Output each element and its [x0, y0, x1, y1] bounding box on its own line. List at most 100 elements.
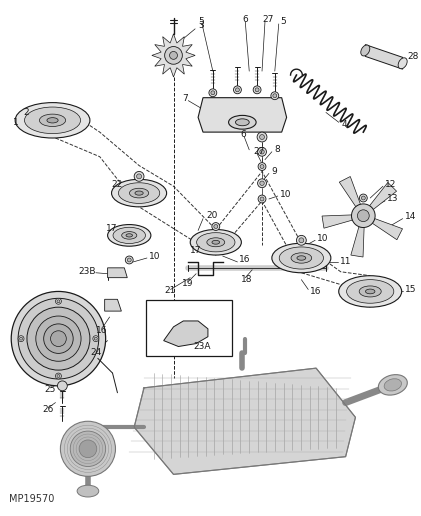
Circle shape	[170, 52, 177, 59]
Polygon shape	[373, 219, 402, 240]
Circle shape	[260, 135, 264, 139]
Ellipse shape	[113, 227, 146, 244]
Ellipse shape	[279, 247, 323, 269]
Ellipse shape	[359, 286, 381, 297]
Circle shape	[234, 86, 241, 94]
Circle shape	[260, 165, 264, 169]
Polygon shape	[322, 215, 352, 228]
Text: 5: 5	[198, 18, 204, 26]
Text: 2: 2	[23, 108, 29, 117]
Text: 10: 10	[317, 234, 329, 243]
Ellipse shape	[297, 256, 306, 260]
Text: 12: 12	[385, 180, 396, 189]
Text: 10: 10	[280, 189, 291, 199]
Text: 1: 1	[13, 118, 19, 127]
Text: 5: 5	[281, 18, 286, 26]
Circle shape	[57, 381, 67, 391]
Circle shape	[165, 46, 182, 64]
Ellipse shape	[272, 243, 331, 273]
Text: 16: 16	[96, 326, 107, 335]
Text: 17: 17	[106, 224, 117, 233]
Circle shape	[271, 92, 279, 100]
Circle shape	[134, 171, 144, 181]
Ellipse shape	[384, 379, 402, 391]
Polygon shape	[351, 227, 364, 257]
Circle shape	[212, 222, 220, 231]
Ellipse shape	[235, 119, 249, 126]
Circle shape	[211, 91, 215, 95]
Circle shape	[257, 132, 267, 142]
Circle shape	[258, 163, 266, 170]
Circle shape	[79, 440, 97, 458]
Text: 26: 26	[43, 405, 54, 414]
Circle shape	[57, 300, 60, 303]
Circle shape	[253, 86, 261, 94]
Ellipse shape	[365, 289, 375, 294]
Polygon shape	[365, 44, 402, 69]
Circle shape	[299, 238, 304, 243]
Ellipse shape	[339, 276, 402, 307]
Ellipse shape	[36, 316, 81, 361]
Ellipse shape	[77, 485, 99, 497]
Ellipse shape	[40, 114, 66, 126]
Text: 11: 11	[340, 257, 351, 266]
Polygon shape	[370, 183, 397, 209]
Text: 20: 20	[206, 211, 217, 220]
Polygon shape	[164, 321, 208, 347]
Circle shape	[361, 196, 365, 200]
Circle shape	[182, 329, 185, 332]
Polygon shape	[152, 34, 195, 77]
Text: 27: 27	[262, 14, 273, 24]
Circle shape	[360, 194, 367, 202]
Ellipse shape	[11, 292, 106, 386]
Circle shape	[273, 94, 277, 98]
Text: 8: 8	[275, 146, 280, 154]
Text: 16: 16	[310, 287, 322, 296]
Circle shape	[357, 210, 369, 221]
Ellipse shape	[197, 233, 235, 252]
Ellipse shape	[108, 224, 151, 246]
Ellipse shape	[229, 116, 256, 129]
Circle shape	[235, 88, 240, 92]
Circle shape	[20, 337, 23, 340]
Polygon shape	[105, 299, 121, 311]
Circle shape	[260, 181, 264, 185]
Ellipse shape	[47, 118, 58, 123]
Ellipse shape	[190, 230, 241, 255]
Polygon shape	[198, 98, 287, 132]
Text: 21: 21	[165, 286, 176, 295]
Circle shape	[255, 88, 259, 92]
Ellipse shape	[135, 191, 143, 195]
Circle shape	[93, 336, 99, 342]
Circle shape	[127, 258, 131, 262]
Ellipse shape	[27, 307, 90, 370]
Ellipse shape	[346, 280, 394, 303]
Ellipse shape	[291, 253, 312, 263]
Text: 23A: 23A	[193, 342, 210, 351]
Text: 27: 27	[253, 147, 264, 156]
Circle shape	[352, 204, 375, 228]
Circle shape	[60, 421, 115, 476]
Ellipse shape	[398, 58, 407, 69]
Circle shape	[180, 328, 186, 334]
Text: 18: 18	[241, 275, 253, 284]
Ellipse shape	[361, 45, 370, 56]
Ellipse shape	[129, 188, 149, 198]
Text: 28: 28	[408, 52, 419, 61]
Text: 17: 17	[190, 246, 202, 254]
Circle shape	[94, 337, 97, 340]
Circle shape	[125, 256, 133, 264]
Ellipse shape	[24, 107, 80, 134]
Circle shape	[56, 373, 61, 379]
Circle shape	[296, 235, 306, 245]
Circle shape	[56, 298, 61, 304]
Circle shape	[137, 174, 141, 179]
Text: 25: 25	[45, 385, 56, 394]
Text: 10: 10	[149, 251, 160, 261]
Text: 24: 24	[90, 348, 101, 357]
Circle shape	[209, 89, 217, 96]
Ellipse shape	[15, 103, 90, 138]
Ellipse shape	[122, 232, 137, 239]
Circle shape	[258, 195, 266, 203]
Text: 7: 7	[182, 94, 188, 103]
